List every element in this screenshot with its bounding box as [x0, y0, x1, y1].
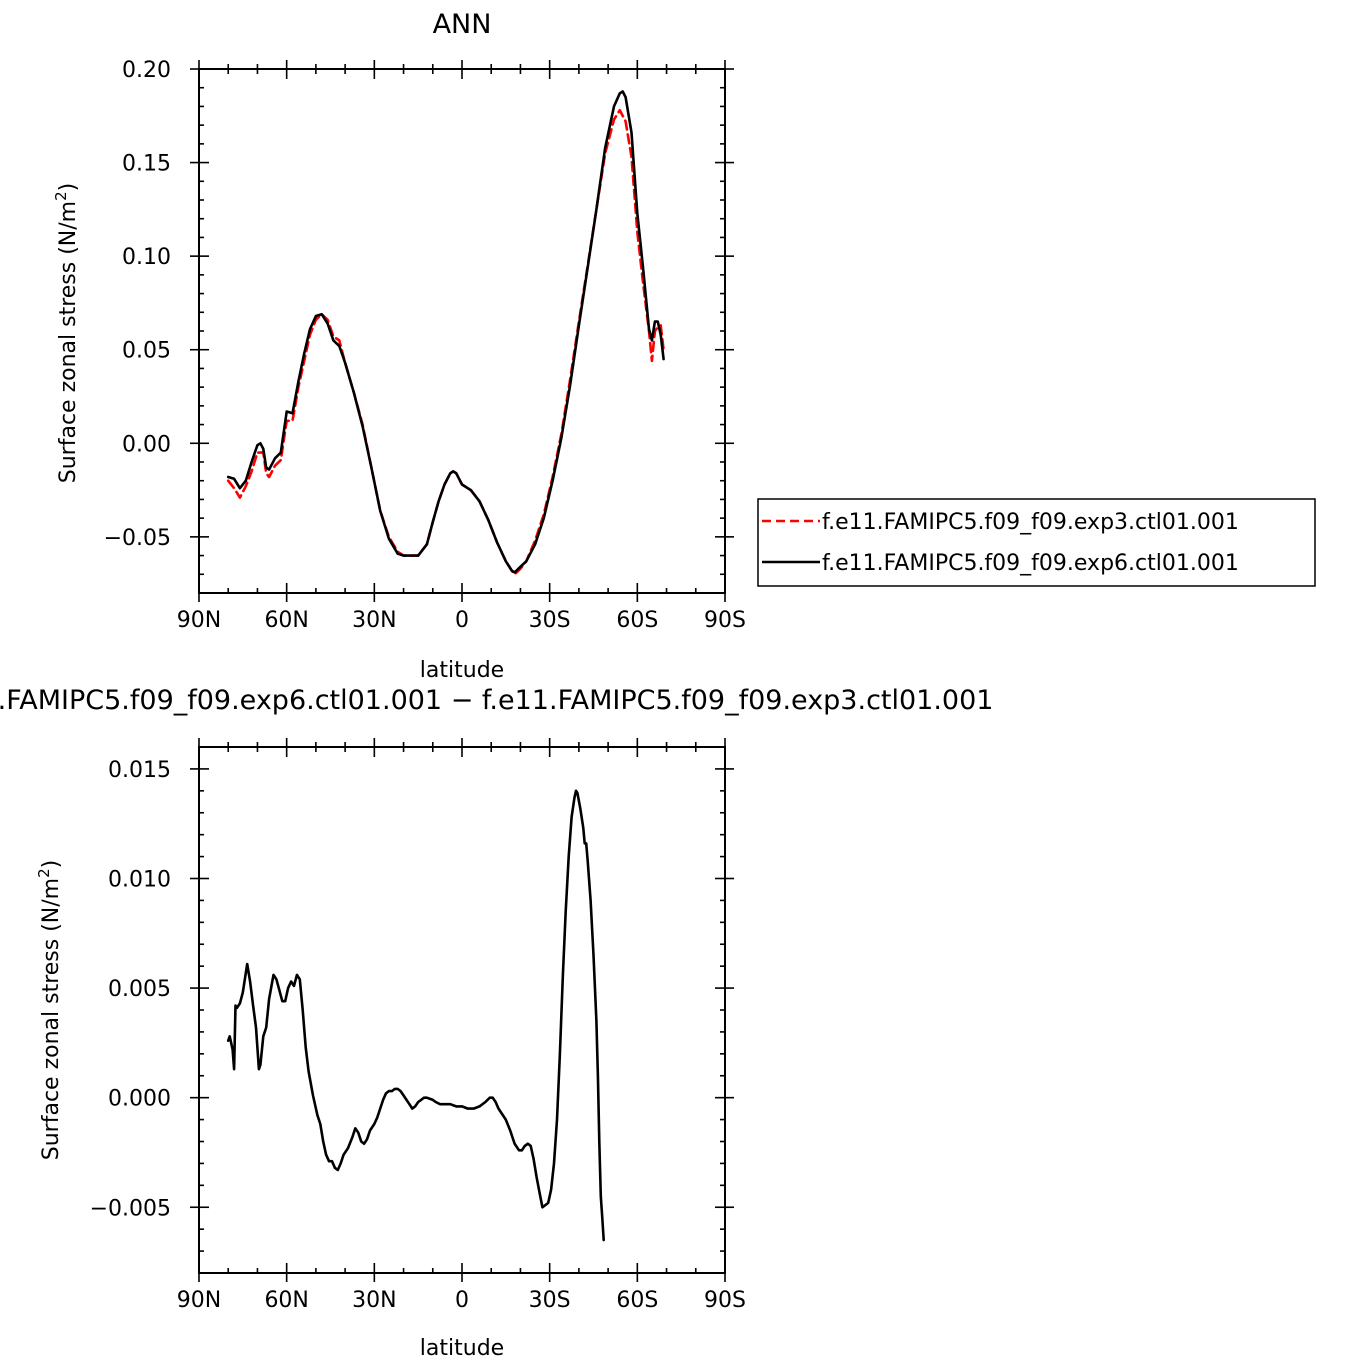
bottom-series-lines [226, 789, 605, 1242]
legend: f.e11.FAMIPC5.f09_f09.exp3.ctl01.001 f.e… [757, 498, 1316, 587]
top-panel: ANN Surface zonal stress (N/m2) latitude… [52, 9, 746, 683]
bottom-x-axis-title: latitude [420, 1336, 504, 1361]
top-series-line-0 [226, 108, 665, 576]
bottom-y-axis-title-superscript: 2 [35, 868, 53, 878]
legend-label-exp6: f.e11.FAMIPC5.f09_f09.exp6.ctl01.001 [822, 551, 1239, 576]
top-plot-title: ANN [433, 9, 492, 40]
top-y-tick-label: 0.10 [122, 245, 171, 270]
bottom-y-tick-label: 0.000 [108, 1087, 171, 1112]
bottom-x-tick-label: 60S [616, 1288, 658, 1313]
top-plot-frame [198, 68, 726, 594]
top-series-lines [226, 90, 665, 576]
bottom-axis-ticks: 90N 60N 30N 0 30S 60S 90S 0.015 0.010 0.005 0.000 −… [90, 738, 746, 1313]
bottom-x-tick-label: 90N [177, 1288, 221, 1313]
bottom-y-axis-title-text: Surface zonal stress (N/m [39, 878, 64, 1160]
bottom-y-axis-title: Surface zonal stress (N/m2) [35, 860, 64, 1160]
bottom-plot-title: f.e11.FAMIPC5.f09_f09.exp6.ctl01.001 − f… [0, 685, 993, 716]
bottom-y-tick-label: −0.005 [90, 1196, 171, 1221]
top-x-tick-label: 30N [352, 608, 396, 633]
top-y-tick-label: 0.15 [122, 152, 171, 177]
top-y-axis-title-rest: ) [56, 183, 81, 192]
top-x-tick-label: 0 [455, 608, 469, 633]
bottom-x-tick-label: 60N [264, 1288, 308, 1313]
top-y-tick-label: −0.05 [104, 526, 171, 551]
top-y-tick-label: 0.05 [122, 339, 171, 364]
top-series-line-1 [226, 90, 665, 574]
top-x-tick-label: 90N [177, 608, 221, 633]
bottom-y-tick-label: 0.010 [108, 868, 171, 893]
bottom-x-tick-label: 0 [455, 1288, 469, 1313]
bottom-y-tick-label: 0.015 [108, 758, 171, 783]
top-x-tick-label: 60S [616, 608, 658, 633]
bottom-x-tick-label: 90S [704, 1288, 746, 1313]
bottom-y-tick-label: 0.005 [108, 977, 171, 1002]
bottom-y-axis-title-rest: ) [39, 860, 64, 869]
bottom-x-tick-label: 30S [529, 1288, 571, 1313]
top-y-axis-title-superscript: 2 [52, 191, 70, 201]
legend-label-exp3: f.e11.FAMIPC5.f09_f09.exp3.ctl01.001 [822, 510, 1239, 535]
legend-box [757, 498, 1316, 587]
top-x-axis-title: latitude [420, 658, 504, 683]
top-x-tick-label: 90S [704, 608, 746, 633]
top-y-axis-title: Surface zonal stress (N/m2) [52, 183, 81, 483]
bottom-plot-frame [198, 746, 726, 1274]
bottom-x-tick-label: 30N [352, 1288, 396, 1313]
top-y-tick-label: 0.20 [122, 58, 171, 83]
top-y-tick-label: 0.00 [122, 432, 171, 457]
top-y-axis-title-text: Surface zonal stress (N/m [56, 201, 81, 483]
bottom-series-line-0 [226, 789, 605, 1242]
top-axis-ticks: 90N 60N 30N 0 30S 60S 90S 0.20 0.15 0.10 0.05 0.00 −… [104, 58, 746, 633]
top-x-tick-label: 60N [264, 608, 308, 633]
bottom-panel: f.e11.FAMIPC5.f09_f09.exp6.ctl01.001 − f… [0, 685, 993, 1361]
top-x-tick-label: 30S [529, 608, 571, 633]
